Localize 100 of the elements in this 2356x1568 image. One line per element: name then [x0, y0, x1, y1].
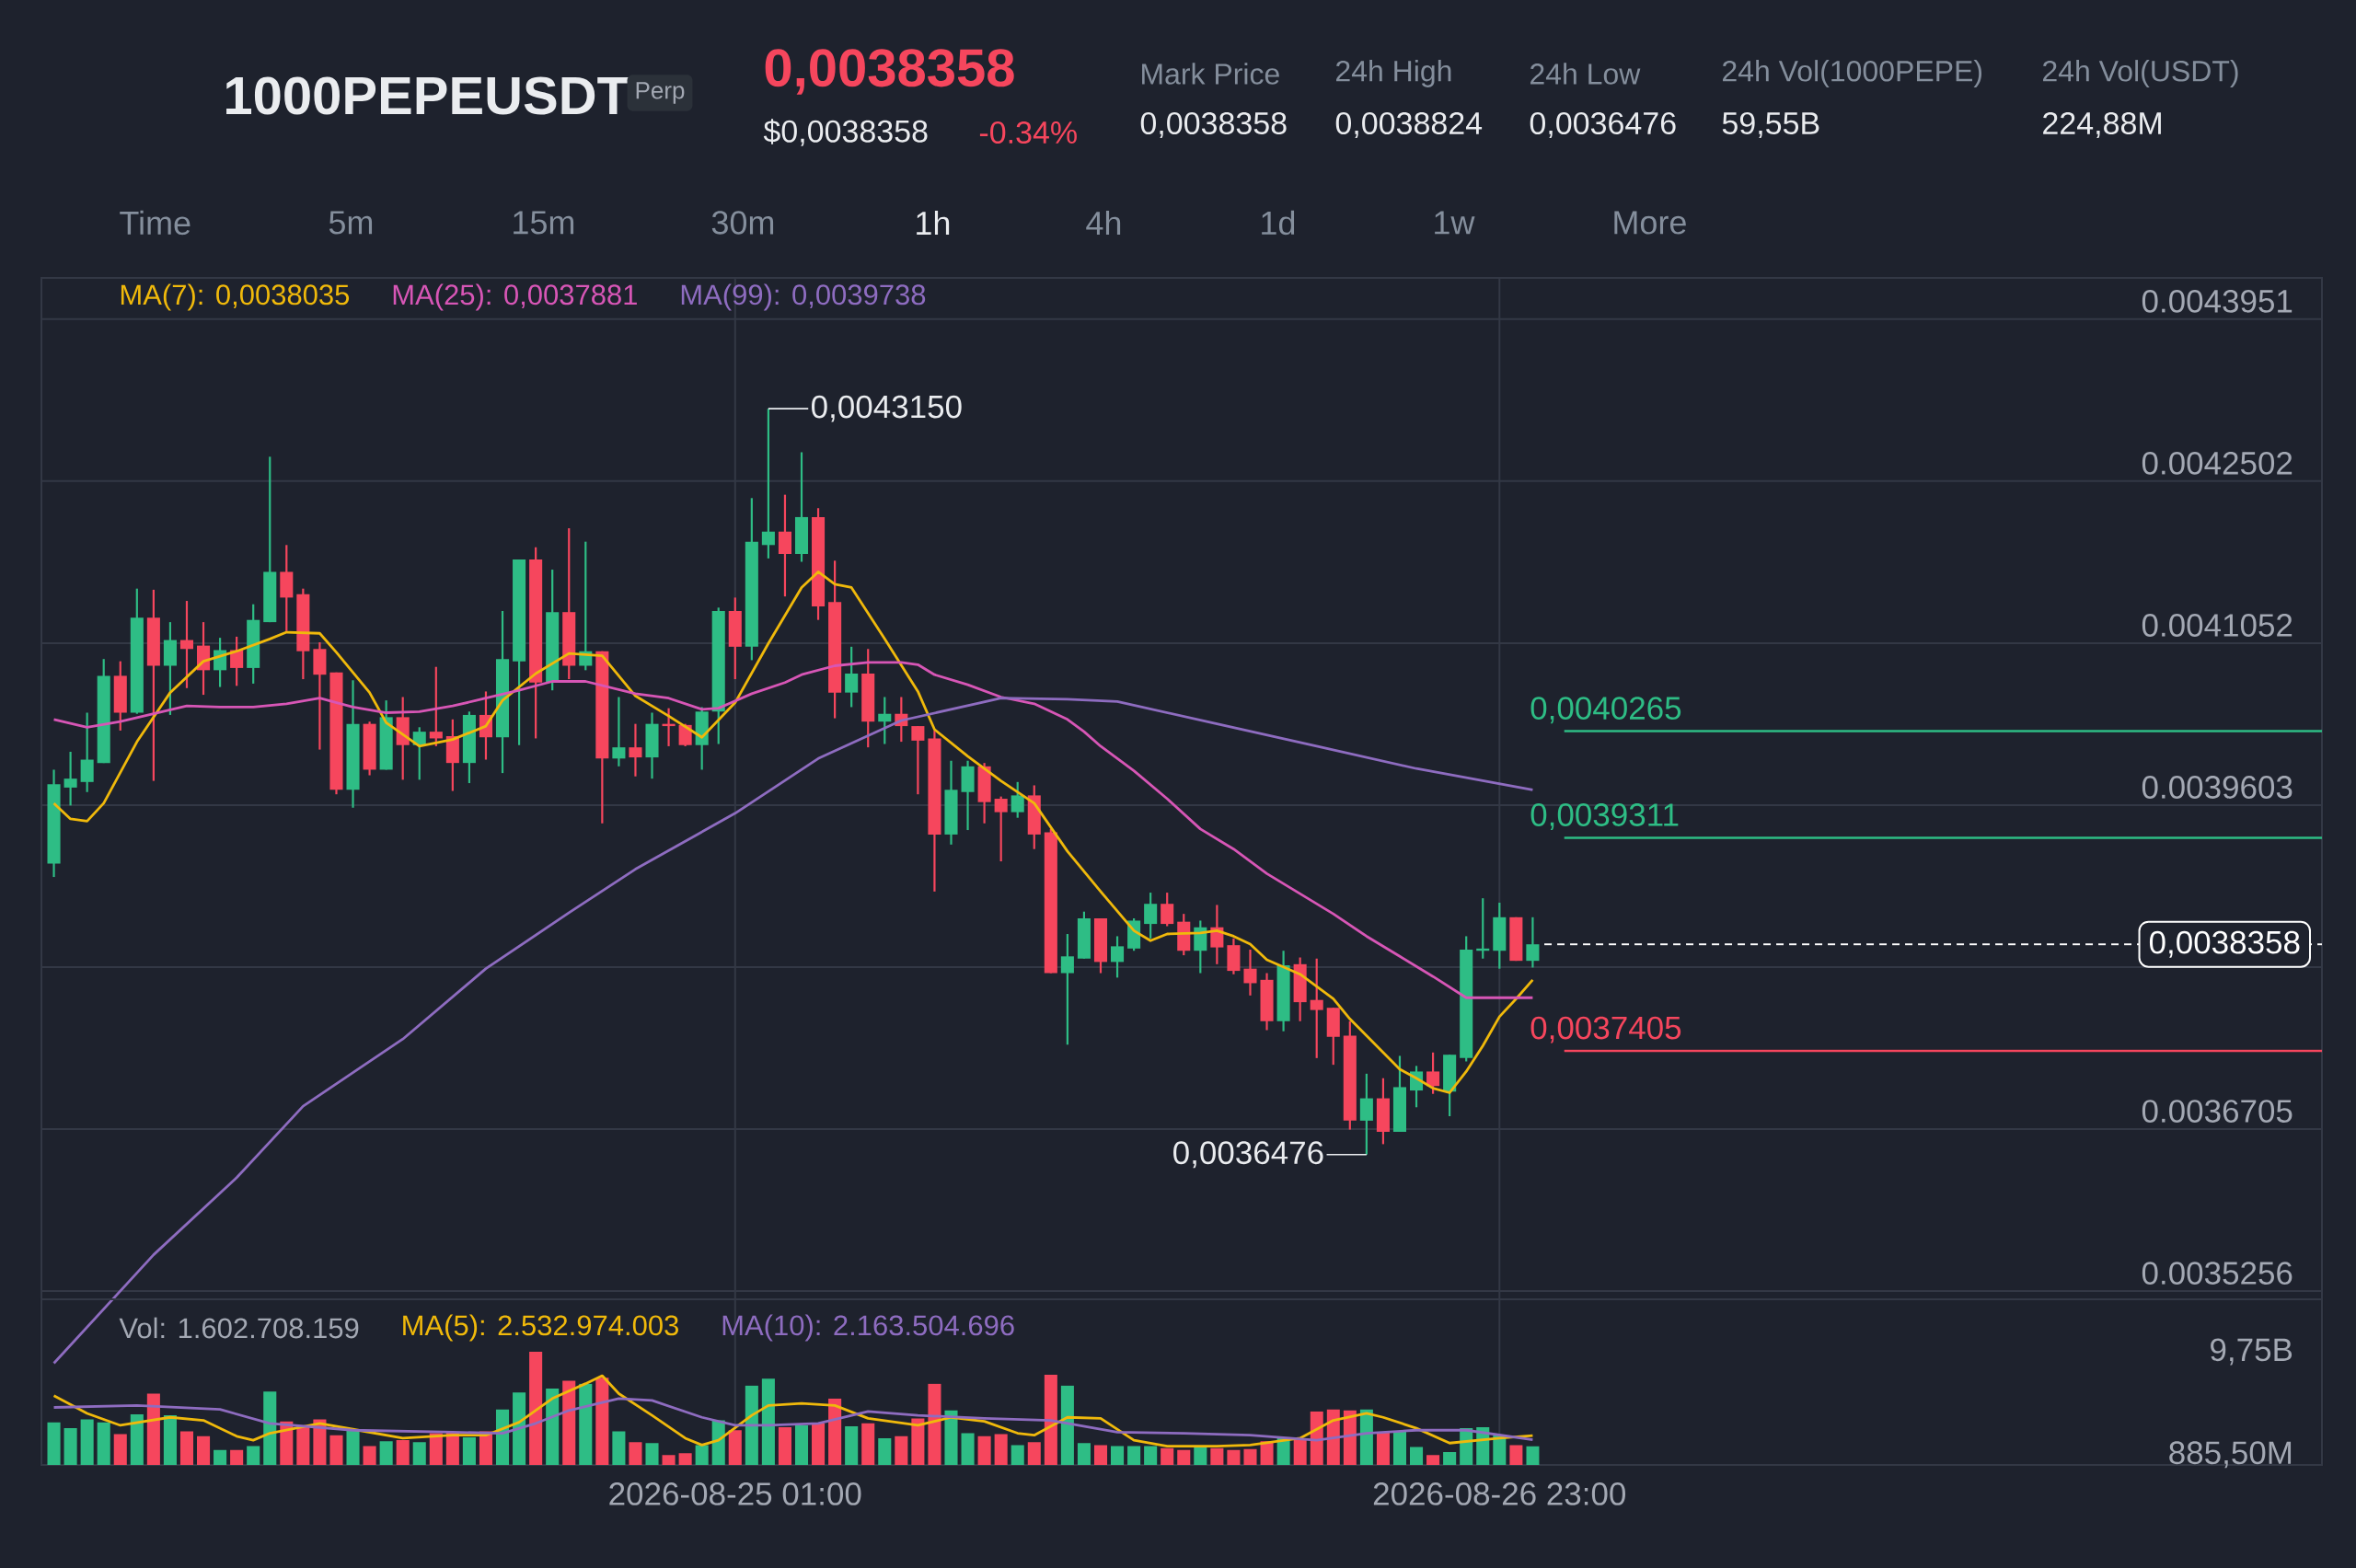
text: $0,0038358 — [763, 119, 928, 146]
bar — [745, 1385, 758, 1465]
bar — [1243, 1448, 1257, 1465]
bar — [1392, 1431, 1407, 1465]
bar — [1093, 1445, 1108, 1465]
bar — [845, 1425, 859, 1465]
bar — [462, 1436, 476, 1465]
bar — [1077, 1443, 1091, 1465]
bar — [1210, 1447, 1224, 1465]
bar — [1044, 1375, 1057, 1465]
x-tick-label: 2026-08-25 01:00 — [609, 1482, 861, 1505]
bar — [911, 1418, 925, 1465]
bar — [645, 1443, 659, 1465]
bar — [612, 1431, 626, 1465]
text: MA(5): 2.532.974.003 — [403, 1314, 678, 1342]
bar — [1293, 1440, 1307, 1465]
bar — [1060, 1385, 1074, 1465]
text: 15m — [514, 211, 574, 235]
bar — [595, 1378, 609, 1465]
y-tick-label: 0.0035256 — [2142, 1262, 2292, 1285]
bar — [214, 1449, 227, 1465]
bar — [1426, 1455, 1440, 1465]
bar — [146, 1393, 160, 1465]
y-tick-label: 0.0043951 — [2142, 289, 2292, 313]
text: 224,88M — [2043, 111, 2161, 139]
text: Vol: 1.602.708.159 — [119, 1317, 359, 1339]
bar — [994, 1434, 1008, 1465]
bar — [130, 1414, 144, 1465]
bar — [80, 1419, 94, 1465]
bar — [579, 1383, 593, 1465]
bar — [678, 1453, 692, 1465]
bar — [1376, 1432, 1390, 1465]
ref-line-label: 0,0038358 — [2149, 930, 2300, 958]
bar — [695, 1445, 709, 1465]
text: MA(7): 0,0038035 — [121, 283, 350, 311]
ref-line-label: 0,0040265 — [1530, 697, 1681, 724]
bar — [163, 1415, 177, 1465]
bar — [197, 1435, 211, 1465]
text: 24h Vol(USDT) — [2043, 60, 2238, 87]
bar — [346, 1430, 360, 1465]
text: 24h High — [1336, 60, 1451, 87]
text: 0,0038358 — [1140, 111, 1287, 139]
y-tick-label: 885,50M — [2169, 1441, 2292, 1469]
bar — [263, 1391, 277, 1465]
bar — [794, 1424, 809, 1465]
bar — [1194, 1446, 1207, 1465]
bar — [412, 1442, 426, 1465]
bar — [1343, 1410, 1357, 1465]
bar — [977, 1435, 991, 1465]
bar — [861, 1423, 875, 1465]
bar — [944, 1410, 958, 1465]
text: Time — [120, 210, 191, 236]
text: 0,0036476 — [1530, 111, 1676, 139]
bar — [761, 1378, 775, 1465]
text: 30m — [711, 211, 774, 235]
bar — [1144, 1446, 1158, 1465]
bar — [1526, 1446, 1540, 1465]
y-tick-label: 0.0036705 — [2142, 1100, 2292, 1123]
bar — [928, 1383, 941, 1465]
y-tick-label: 9,75B — [2211, 1338, 2292, 1366]
bar — [961, 1433, 975, 1465]
y-tick-label: 0.0039603 — [2142, 776, 2292, 799]
bar — [296, 1424, 310, 1465]
bar — [778, 1427, 791, 1465]
bar — [895, 1435, 908, 1465]
bar — [812, 1423, 826, 1465]
bar — [363, 1446, 376, 1465]
text: More — [1614, 211, 1686, 235]
text: 4h — [1086, 210, 1121, 236]
y-tick-label: 0.0042502 — [2142, 451, 2292, 475]
bar — [529, 1351, 543, 1465]
bar — [230, 1449, 244, 1465]
bar — [247, 1446, 260, 1465]
bar — [64, 1428, 77, 1465]
bar — [113, 1434, 127, 1465]
bar — [1177, 1449, 1191, 1465]
text: 0,0038358 — [765, 49, 1014, 95]
bar — [1011, 1445, 1024, 1465]
bar — [47, 1422, 61, 1465]
bar — [1111, 1446, 1125, 1465]
y-tick-label: 0.0041052 — [2142, 614, 2292, 637]
text: 1h — [917, 210, 950, 236]
text: 5m — [329, 211, 373, 235]
bar — [1509, 1445, 1523, 1465]
annotation: 0,0036476 — [1173, 1141, 1323, 1169]
text: Mark Price — [1142, 63, 1279, 85]
ref-line-label: 0,0037405 — [1530, 1016, 1681, 1043]
bar — [97, 1422, 110, 1465]
bar — [379, 1441, 393, 1465]
bar — [629, 1442, 642, 1465]
text: -0.34% — [979, 121, 1077, 144]
text: 24h Low — [1530, 63, 1641, 85]
line-series — [52, 1397, 1534, 1442]
bar — [828, 1398, 842, 1465]
text: 1d — [1262, 210, 1295, 236]
chart-title: 1000PEPEUSDT — [226, 76, 629, 115]
x-tick-label: 2026-08-26 23:00 — [1373, 1482, 1626, 1505]
text: 0,0038824 — [1335, 111, 1483, 139]
bar — [728, 1430, 742, 1465]
annotation: 0,0043150 — [812, 395, 962, 422]
